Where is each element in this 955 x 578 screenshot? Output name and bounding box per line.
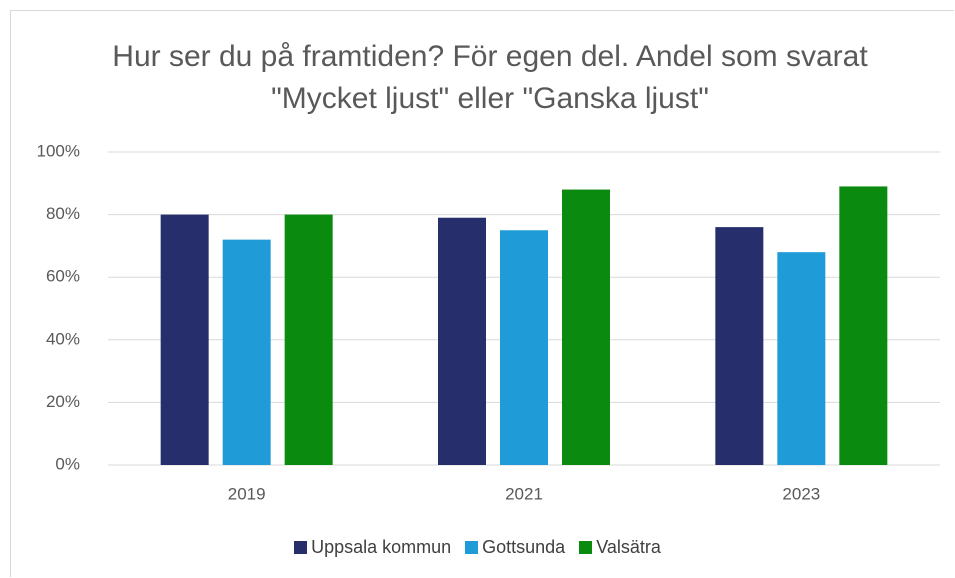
x-tick-label: 2021 (505, 484, 543, 503)
bar (222, 239, 271, 465)
y-tick-label: 20% (46, 392, 80, 411)
x-tick-label: 2023 (782, 484, 820, 503)
bar (562, 189, 610, 465)
y-tick-label: 0% (55, 454, 80, 473)
legend-label: Gottsunda (482, 537, 566, 557)
y-tick-label: 80% (46, 204, 80, 223)
y-tick-label: 60% (46, 267, 80, 286)
y-tick-label: 100% (37, 141, 80, 160)
legend-item: Valsätra (579, 537, 661, 558)
legend-swatch (294, 541, 308, 554)
legend-label: Uppsala kommun (311, 537, 452, 557)
bar (777, 252, 826, 465)
legend: Uppsala kommun Gottsunda Valsätra (0, 537, 955, 558)
y-tick-label: 40% (46, 329, 80, 348)
bar (438, 217, 486, 465)
legend-swatch (579, 541, 593, 554)
x-tick-label: 2019 (228, 484, 266, 503)
legend-swatch (465, 541, 479, 554)
bar (160, 214, 209, 465)
legend-item: Uppsala kommun (294, 537, 451, 558)
bar (715, 227, 764, 465)
chart-border (10, 10, 954, 577)
bar (839, 186, 888, 465)
legend-item: Gottsunda (465, 537, 565, 558)
chart-title: Hur ser du på framtiden? För egen del. A… (112, 40, 868, 115)
bar (284, 214, 333, 465)
bar (500, 230, 548, 465)
legend-label: Valsätra (596, 537, 661, 557)
